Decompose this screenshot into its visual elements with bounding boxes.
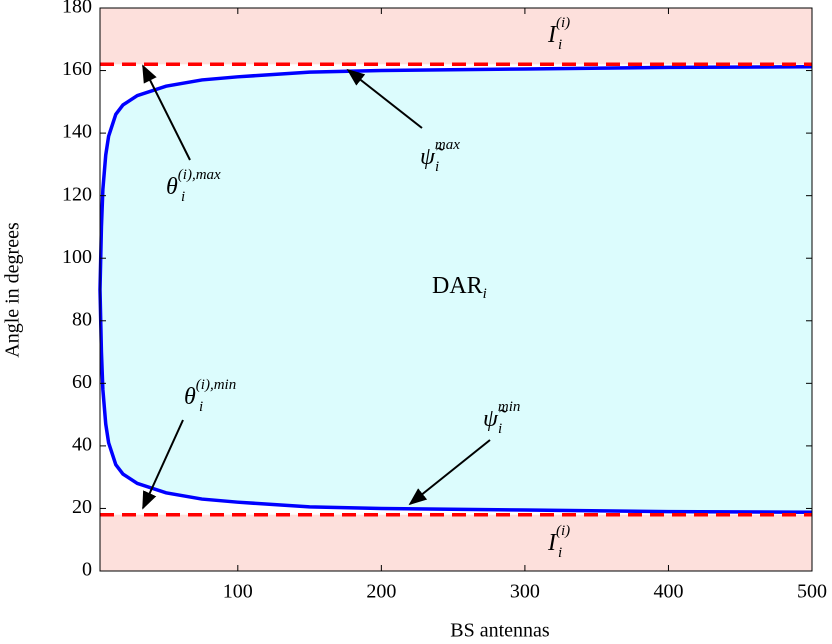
y-tick-label: 160 xyxy=(62,58,92,80)
y-tick-label: 80 xyxy=(72,308,92,330)
annotation-sup: (i) xyxy=(556,15,570,31)
y-tick-label: 20 xyxy=(72,496,92,518)
y-tick-label: 140 xyxy=(62,121,92,143)
x-tick-label: 100 xyxy=(223,581,253,603)
outer-region xyxy=(100,8,812,65)
annotation-sub: i xyxy=(558,545,562,561)
annotation-base: I xyxy=(547,530,557,556)
annotation-base: θ xyxy=(166,174,178,200)
annotation-sub: i xyxy=(435,159,439,175)
annotation-base: I xyxy=(547,22,557,48)
annotation-sub: i xyxy=(558,37,562,53)
annotation: θ(i),max i xyxy=(166,167,221,205)
outer-region xyxy=(100,514,812,571)
annotation-sub: i xyxy=(483,286,487,302)
x-tick-label: 300 xyxy=(510,581,540,603)
annotation-sup: (i) xyxy=(556,523,570,539)
plot-frame xyxy=(99,7,813,572)
y-axis-label: Angle in degrees xyxy=(2,222,24,358)
annotation-sup: (i),min xyxy=(196,377,236,393)
y-tick-label: 180 xyxy=(62,0,92,18)
line xyxy=(98,65,813,290)
x-axis-label: BS antennas xyxy=(450,620,550,642)
x-tick-label: 200 xyxy=(366,581,396,603)
arrow xyxy=(142,64,191,161)
annotation: I(i) i xyxy=(547,523,570,561)
annotation: I(i) i xyxy=(547,15,570,53)
y-tick-label: 120 xyxy=(62,183,92,205)
y-tick-label: 0 xyxy=(82,559,92,581)
annotation-base: DAR xyxy=(432,273,483,299)
annotation-sup: min xyxy=(498,399,521,415)
y-tick-label: 40 xyxy=(72,433,92,455)
y-tick-label: 100 xyxy=(62,246,92,268)
annotation-sub: i xyxy=(199,399,203,415)
arrow xyxy=(346,68,423,129)
annotation-sup: max xyxy=(435,137,460,153)
annotation: DARi xyxy=(432,273,487,303)
annotation-sup: (i),max xyxy=(178,167,221,183)
annotation: θ(i),min i xyxy=(184,377,236,415)
annotation-sub: i xyxy=(181,189,185,205)
dar-region xyxy=(100,66,812,513)
annotation-sub: i xyxy=(498,421,502,437)
y-tick-label: 60 xyxy=(72,371,92,393)
x-tick-label: 400 xyxy=(653,581,683,603)
annotation-base: θ xyxy=(184,384,196,410)
arrow xyxy=(408,439,491,506)
x-tick-label: 500 xyxy=(797,581,827,603)
arrow xyxy=(142,419,184,510)
